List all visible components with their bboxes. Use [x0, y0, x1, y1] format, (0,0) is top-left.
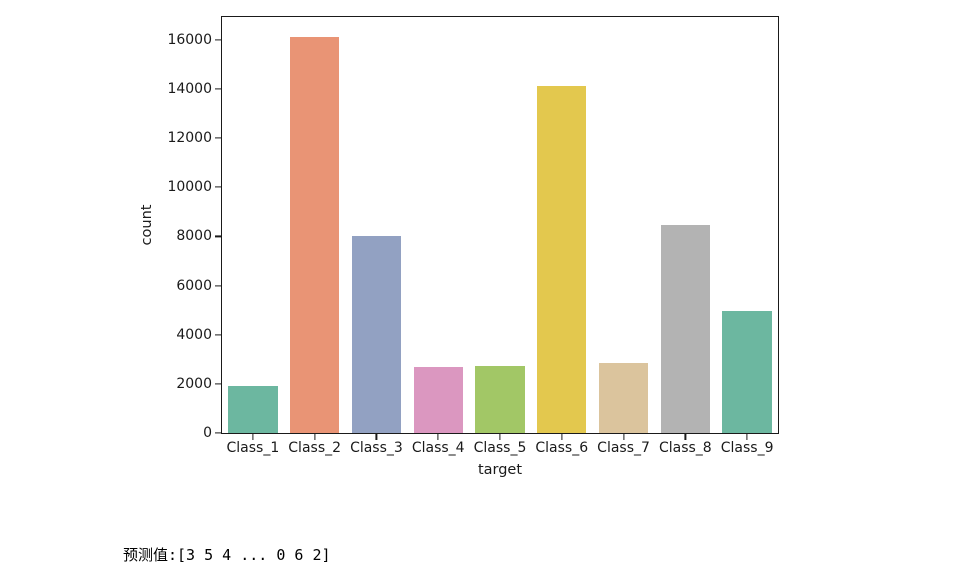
- bar-class_1: [228, 385, 278, 433]
- x-tick-mark: [684, 434, 686, 440]
- bar-class_3: [351, 236, 402, 433]
- y-tick-mark: [215, 88, 221, 90]
- bar-class_7: [598, 363, 649, 433]
- y-tick-label: 14000: [167, 80, 212, 97]
- bar-class_6: [537, 85, 587, 433]
- y-tick-mark: [215, 235, 221, 237]
- y-tick-mark: [215, 39, 221, 41]
- x-tick-mark: [437, 434, 439, 440]
- x-tick-mark: [746, 434, 748, 440]
- y-tick-mark: [215, 383, 221, 385]
- x-tick-label: Class_9: [720, 440, 774, 456]
- y-tick-label: 12000: [167, 130, 212, 147]
- x-tick-mark: [252, 434, 254, 440]
- prediction-line: 预测值:[3 5 4 ... 0 6 2]: [123, 546, 331, 564]
- y-tick-label: 0: [203, 425, 212, 441]
- x-tick-label: Class_1: [226, 440, 280, 456]
- x-tick-label: Class_8: [658, 440, 712, 456]
- console-output: 预测值:[3 5 4 ... 0 6 2] 评分： 0.786063921681…: [123, 502, 376, 573]
- y-tick-mark: [215, 334, 221, 336]
- x-tick-label: Class_2: [288, 440, 342, 456]
- x-tick-label: Class_7: [597, 440, 650, 456]
- y-tick-label: 2000: [176, 375, 212, 392]
- x-tick-label: Class_3: [350, 440, 403, 456]
- x-tick-label: Class_4: [411, 440, 465, 456]
- x-tick-mark: [375, 434, 378, 440]
- y-tick-mark: [215, 137, 221, 139]
- y-tick-label: 6000: [176, 277, 212, 294]
- x-tick-label: Class_6: [535, 440, 589, 456]
- x-tick-mark: [622, 434, 625, 440]
- y-tick-mark: [215, 432, 221, 434]
- y-tick-mark: [215, 186, 221, 188]
- y-tick-label: 16000: [167, 31, 212, 48]
- y-tick-mark: [215, 284, 221, 287]
- y-tick-label: 8000: [176, 228, 212, 245]
- bar-class_8: [660, 225, 711, 433]
- x-tick-label: Class_5: [473, 440, 527, 456]
- y-tick-label: 10000: [167, 179, 212, 196]
- bar-class_2: [289, 36, 340, 433]
- bar-class_4: [413, 366, 463, 433]
- x-tick-mark: [561, 434, 563, 440]
- y-axis-label: count: [139, 204, 155, 246]
- x-tick-mark: [499, 434, 501, 440]
- bar-class_9: [722, 311, 772, 433]
- bar-class_5: [475, 365, 525, 433]
- x-tick-mark: [314, 434, 316, 440]
- axes: 0 2000 4000 6000 8000 10000 12000 14000 16000 Cla…: [167, 16, 779, 456]
- x-axis-label: target: [477, 462, 523, 478]
- y-tick-label: 4000: [176, 326, 212, 343]
